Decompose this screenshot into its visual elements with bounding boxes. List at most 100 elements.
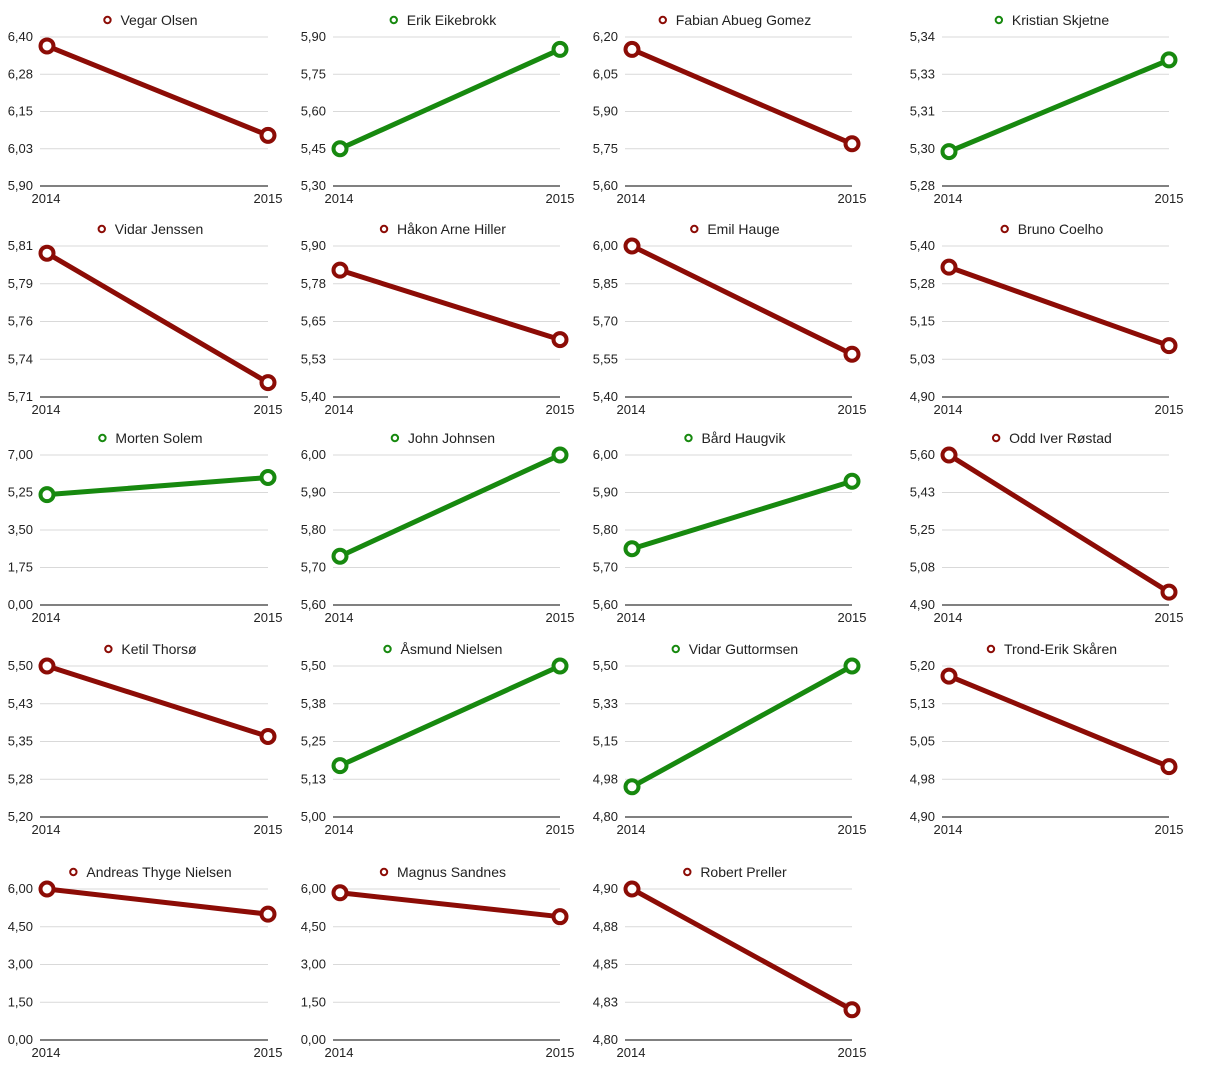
y-tick-label: 4,50 xyxy=(301,919,326,934)
y-tick-label: 5,25 xyxy=(8,485,33,500)
data-point[interactable] xyxy=(551,446,569,464)
data-point[interactable] xyxy=(551,657,569,675)
legend-marker-icon xyxy=(389,15,398,25)
chart-title: Vidar Jenssen xyxy=(115,221,203,237)
y-tick-label: 3,50 xyxy=(8,522,33,537)
data-point[interactable] xyxy=(843,657,861,675)
x-tick-label: 2014 xyxy=(325,1045,354,1060)
y-tick-label: 4,90 xyxy=(593,881,618,896)
chart-title: Fabian Abueg Gomez xyxy=(676,12,811,28)
x-tick-label: 2014 xyxy=(617,402,646,417)
x-tick-label: 2014 xyxy=(934,822,963,837)
y-tick-label: 5,60 xyxy=(301,104,326,119)
data-point[interactable] xyxy=(623,778,641,796)
data-point[interactable] xyxy=(259,374,277,392)
data-point[interactable] xyxy=(1160,337,1178,355)
data-point[interactable] xyxy=(940,143,958,161)
y-tick-label: 5,43 xyxy=(910,485,935,500)
y-tick-label: 5,60 xyxy=(301,597,326,612)
data-point[interactable] xyxy=(940,446,958,464)
data-point[interactable] xyxy=(623,880,641,898)
y-tick-label: 5,25 xyxy=(910,522,935,537)
chart-panel: Åsmund Nielsen 5,00 5,13 5,25 5,38 5,50 2014 20… xyxy=(301,641,575,837)
data-point[interactable] xyxy=(940,667,958,685)
y-tick-label: 4,98 xyxy=(593,771,618,786)
x-tick-label: 2014 xyxy=(617,1045,646,1060)
data-point[interactable] xyxy=(331,140,349,158)
data-point[interactable] xyxy=(259,727,277,745)
data-point[interactable] xyxy=(623,540,641,558)
y-tick-label: 5,71 xyxy=(8,389,33,404)
data-point[interactable] xyxy=(623,40,641,58)
y-tick-label: 5,74 xyxy=(8,351,33,366)
data-point[interactable] xyxy=(1160,758,1178,776)
y-tick-label: 5,40 xyxy=(910,238,935,253)
y-tick-label: 5,08 xyxy=(910,560,935,575)
data-point[interactable] xyxy=(551,908,569,926)
x-tick-label: 2015 xyxy=(838,191,867,206)
y-tick-label: 5,33 xyxy=(593,696,618,711)
y-tick-label: 5,90 xyxy=(8,178,33,193)
data-point[interactable] xyxy=(331,547,349,565)
data-point[interactable] xyxy=(551,331,569,349)
x-tick-label: 2014 xyxy=(32,822,61,837)
data-point[interactable] xyxy=(259,469,277,486)
y-tick-label: 0,00 xyxy=(8,597,33,612)
series-line xyxy=(337,663,563,769)
x-tick-label: 2015 xyxy=(546,191,575,206)
series-line xyxy=(629,243,855,357)
data-point[interactable] xyxy=(331,884,349,902)
x-tick-label: 2015 xyxy=(838,822,867,837)
data-point[interactable] xyxy=(940,258,958,276)
chart-panel: Andreas Thyge Nielsen 0,00 1,50 3,00 4,50 6,0… xyxy=(8,864,283,1060)
legend-marker-icon xyxy=(671,644,680,654)
data-point[interactable] xyxy=(38,37,56,55)
y-tick-label: 4,83 xyxy=(593,994,618,1009)
y-tick-label: 4,90 xyxy=(910,597,935,612)
data-point[interactable] xyxy=(259,905,277,923)
data-point[interactable] xyxy=(623,237,641,255)
data-point[interactable] xyxy=(38,657,56,675)
legend-marker-icon xyxy=(658,15,667,25)
x-tick-label: 2014 xyxy=(325,610,354,625)
x-tick-label: 2015 xyxy=(546,402,575,417)
data-point[interactable] xyxy=(843,345,861,363)
data-point[interactable] xyxy=(1160,583,1178,601)
chart-title: Andreas Thyge Nielsen xyxy=(86,864,231,880)
y-tick-label: 4,50 xyxy=(8,919,33,934)
data-point[interactable] xyxy=(38,244,56,262)
y-tick-label: 5,30 xyxy=(301,178,326,193)
chart-panel: Håkon Arne Hiller 5,40 5,53 5,65 5,78 5,90 201… xyxy=(301,221,575,417)
y-tick-label: 4,90 xyxy=(910,809,935,824)
data-point[interactable] xyxy=(38,880,56,898)
series-line xyxy=(337,46,563,152)
data-point[interactable] xyxy=(331,261,349,279)
y-tick-label: 5,40 xyxy=(593,389,618,404)
data-point[interactable] xyxy=(259,126,277,144)
data-point[interactable] xyxy=(843,135,861,153)
chart-title: Vidar Guttormsen xyxy=(689,641,798,657)
x-tick-label: 2014 xyxy=(32,402,61,417)
y-tick-label: 5,75 xyxy=(301,66,326,81)
series-line xyxy=(946,264,1172,349)
data-point[interactable] xyxy=(843,472,861,490)
x-tick-label: 2015 xyxy=(1155,402,1184,417)
y-tick-label: 5,50 xyxy=(301,658,326,673)
y-tick-label: 3,00 xyxy=(8,957,33,972)
chart-panel: Emil Hauge 5,40 5,55 5,70 5,85 6,00 2014 2015 xyxy=(593,221,867,417)
data-point[interactable] xyxy=(551,40,569,58)
x-tick-label: 2015 xyxy=(546,610,575,625)
x-tick-label: 2015 xyxy=(1155,822,1184,837)
chart-panel: Odd Iver Røstad 4,90 5,08 5,25 5,43 5,60 2014 2… xyxy=(910,430,1184,625)
y-tick-label: 5,35 xyxy=(8,734,33,749)
legend-marker-icon xyxy=(383,644,392,654)
y-tick-label: 5,60 xyxy=(593,597,618,612)
series-line xyxy=(337,267,563,343)
data-point[interactable] xyxy=(38,486,56,504)
data-point[interactable] xyxy=(843,1001,861,1019)
y-tick-label: 5,38 xyxy=(301,696,326,711)
chart-panel: Vegar Olsen 5,90 6,03 6,15 6,28 6,40 2014 2015 xyxy=(8,12,283,206)
data-point[interactable] xyxy=(331,757,349,775)
legend-marker-icon xyxy=(1000,224,1009,234)
data-point[interactable] xyxy=(1160,51,1178,69)
